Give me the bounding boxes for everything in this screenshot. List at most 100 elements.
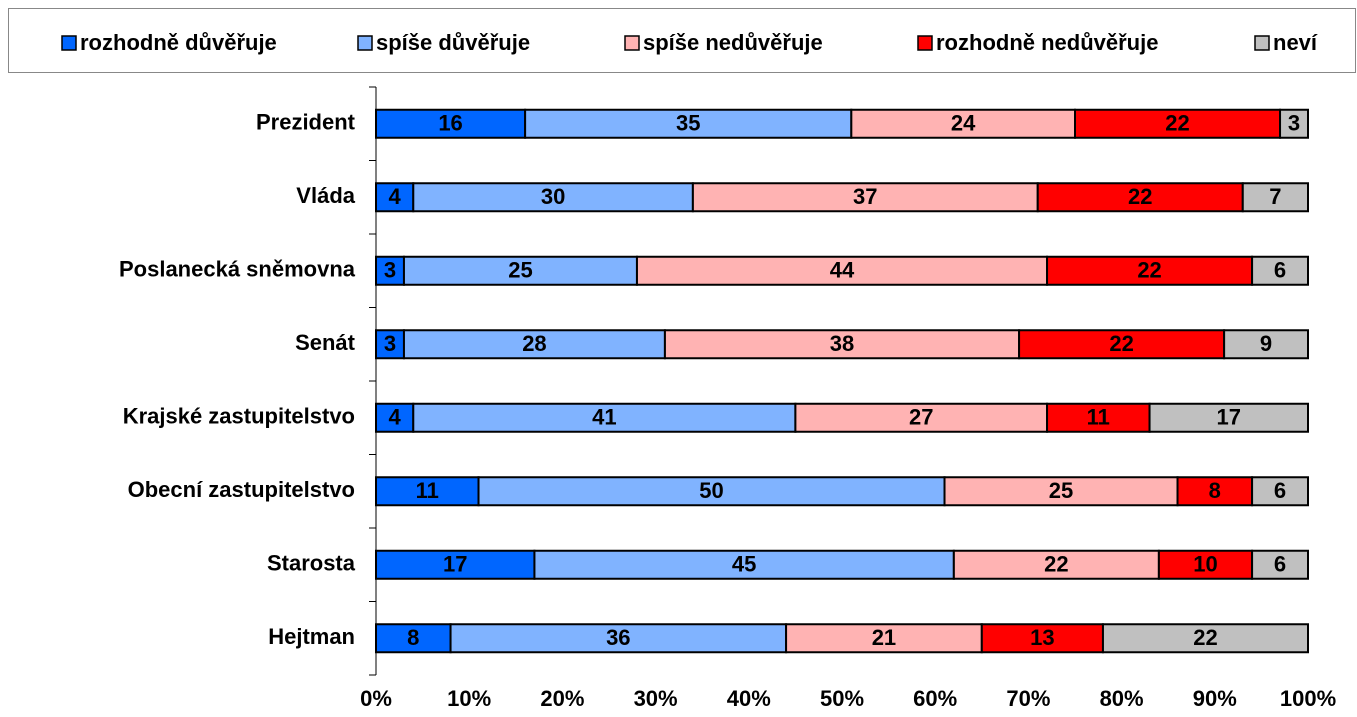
- data-label: 9: [1260, 331, 1272, 356]
- data-label: 16: [438, 111, 462, 136]
- bar-segment: [1046, 402, 1151, 433]
- data-label: 25: [508, 258, 532, 283]
- data-label: 8: [1209, 478, 1221, 503]
- data-label: 3: [1288, 111, 1300, 136]
- category-label: Vláda: [296, 183, 355, 208]
- category-label: Prezident: [256, 110, 356, 135]
- category-label: Starosta: [267, 551, 356, 576]
- bar-segment: [663, 329, 1021, 360]
- data-label: 22: [1165, 111, 1189, 136]
- x-tick-label: 10%: [447, 686, 491, 711]
- x-tick-label: 80%: [1100, 686, 1144, 711]
- data-label: 11: [1087, 405, 1110, 430]
- bar-segment: [785, 623, 983, 654]
- data-label: 22: [1137, 258, 1161, 283]
- data-label: 6: [1274, 478, 1286, 503]
- bar-segment: [850, 108, 1076, 139]
- data-label: 24: [951, 111, 976, 136]
- data-label: 25: [1049, 478, 1073, 503]
- data-label: 45: [732, 552, 756, 577]
- data-label: 21: [872, 625, 896, 650]
- legend-label: spíše důvěřuje: [376, 30, 530, 55]
- bar-segment: [1251, 255, 1309, 286]
- bar-segment: [980, 623, 1104, 654]
- data-label: 6: [1274, 552, 1286, 577]
- legend-swatch: [61, 35, 77, 51]
- legend-label: spíše nedůvěřuje: [643, 30, 823, 55]
- data-label: 44: [830, 258, 855, 283]
- x-tick-label: 0%: [360, 686, 392, 711]
- data-label: 13: [1030, 625, 1054, 650]
- bar-segment: [1018, 329, 1226, 360]
- data-label: 30: [541, 184, 565, 209]
- bar-segment: [1251, 549, 1309, 580]
- bar-segment: [1074, 108, 1282, 139]
- legend-label: rozhodně důvěřuje: [80, 30, 277, 55]
- data-label: 27: [909, 405, 933, 430]
- legend-swatch: [624, 35, 640, 51]
- bar-segment: [635, 255, 1049, 286]
- x-tick-label: 50%: [820, 686, 864, 711]
- category-label: Senát: [295, 330, 356, 355]
- bar-segment: [524, 108, 853, 139]
- data-label: 37: [853, 184, 877, 209]
- data-label: 4: [389, 184, 402, 209]
- x-tick-label: 100%: [1280, 686, 1336, 711]
- bar-segment: [1251, 476, 1309, 507]
- data-label: 11: [416, 478, 439, 503]
- data-label: 22: [1193, 625, 1217, 650]
- bar-segment: [691, 182, 1039, 213]
- data-label: 4: [389, 405, 402, 430]
- legend-label: rozhodně nedůvěřuje: [936, 30, 1158, 55]
- legend-box: [8, 8, 1356, 73]
- bar-segment: [1101, 623, 1309, 654]
- data-label: 7: [1269, 184, 1281, 209]
- data-label: 22: [1109, 331, 1133, 356]
- data-label: 8: [407, 625, 419, 650]
- bar-segment: [1279, 108, 1310, 139]
- bar-segment: [1046, 255, 1254, 286]
- bar-segment: [449, 623, 788, 654]
- category-label: Krajské zastupitelstvo: [123, 404, 355, 429]
- bar-segment: [1036, 182, 1244, 213]
- data-label: 17: [1217, 405, 1241, 430]
- bar-segment: [375, 182, 415, 213]
- x-tick-label: 90%: [1193, 686, 1237, 711]
- x-tick-label: 40%: [727, 686, 771, 711]
- x-tick-label: 20%: [540, 686, 584, 711]
- data-label: 36: [606, 625, 630, 650]
- bar-segment: [375, 623, 452, 654]
- category-label: Obecní zastupitelstvo: [128, 477, 355, 502]
- data-label: 41: [592, 405, 616, 430]
- x-tick-label: 30%: [634, 686, 678, 711]
- data-label: 35: [676, 111, 700, 136]
- data-label: 38: [830, 331, 854, 356]
- data-label: 50: [699, 478, 723, 503]
- data-label: 22: [1044, 552, 1068, 577]
- category-label: Hejtman: [268, 624, 355, 649]
- data-label: 6: [1274, 258, 1286, 283]
- bar-segment: [477, 476, 946, 507]
- bar-segment: [943, 476, 1179, 507]
- bar-segment: [1148, 402, 1310, 433]
- data-label: 17: [443, 552, 467, 577]
- bar-segment: [412, 182, 694, 213]
- x-tick-label: 70%: [1006, 686, 1050, 711]
- bar-segment: [375, 108, 527, 139]
- data-label: 28: [522, 331, 546, 356]
- legend-label: neví: [1273, 30, 1318, 55]
- bar-segment: [402, 329, 666, 360]
- bar-segment: [375, 476, 480, 507]
- bar-segment: [794, 402, 1049, 433]
- data-label: 10: [1193, 552, 1217, 577]
- x-tick-label: 60%: [913, 686, 957, 711]
- bar-segment: [1241, 182, 1310, 213]
- data-label: 3: [384, 331, 396, 356]
- data-label: 22: [1128, 184, 1152, 209]
- category-label: Poslanecká sněmovna: [119, 257, 356, 282]
- legend-swatch: [1254, 35, 1270, 51]
- bar-segment: [1223, 329, 1309, 360]
- legend-swatch: [357, 35, 373, 51]
- bar-segment: [533, 549, 955, 580]
